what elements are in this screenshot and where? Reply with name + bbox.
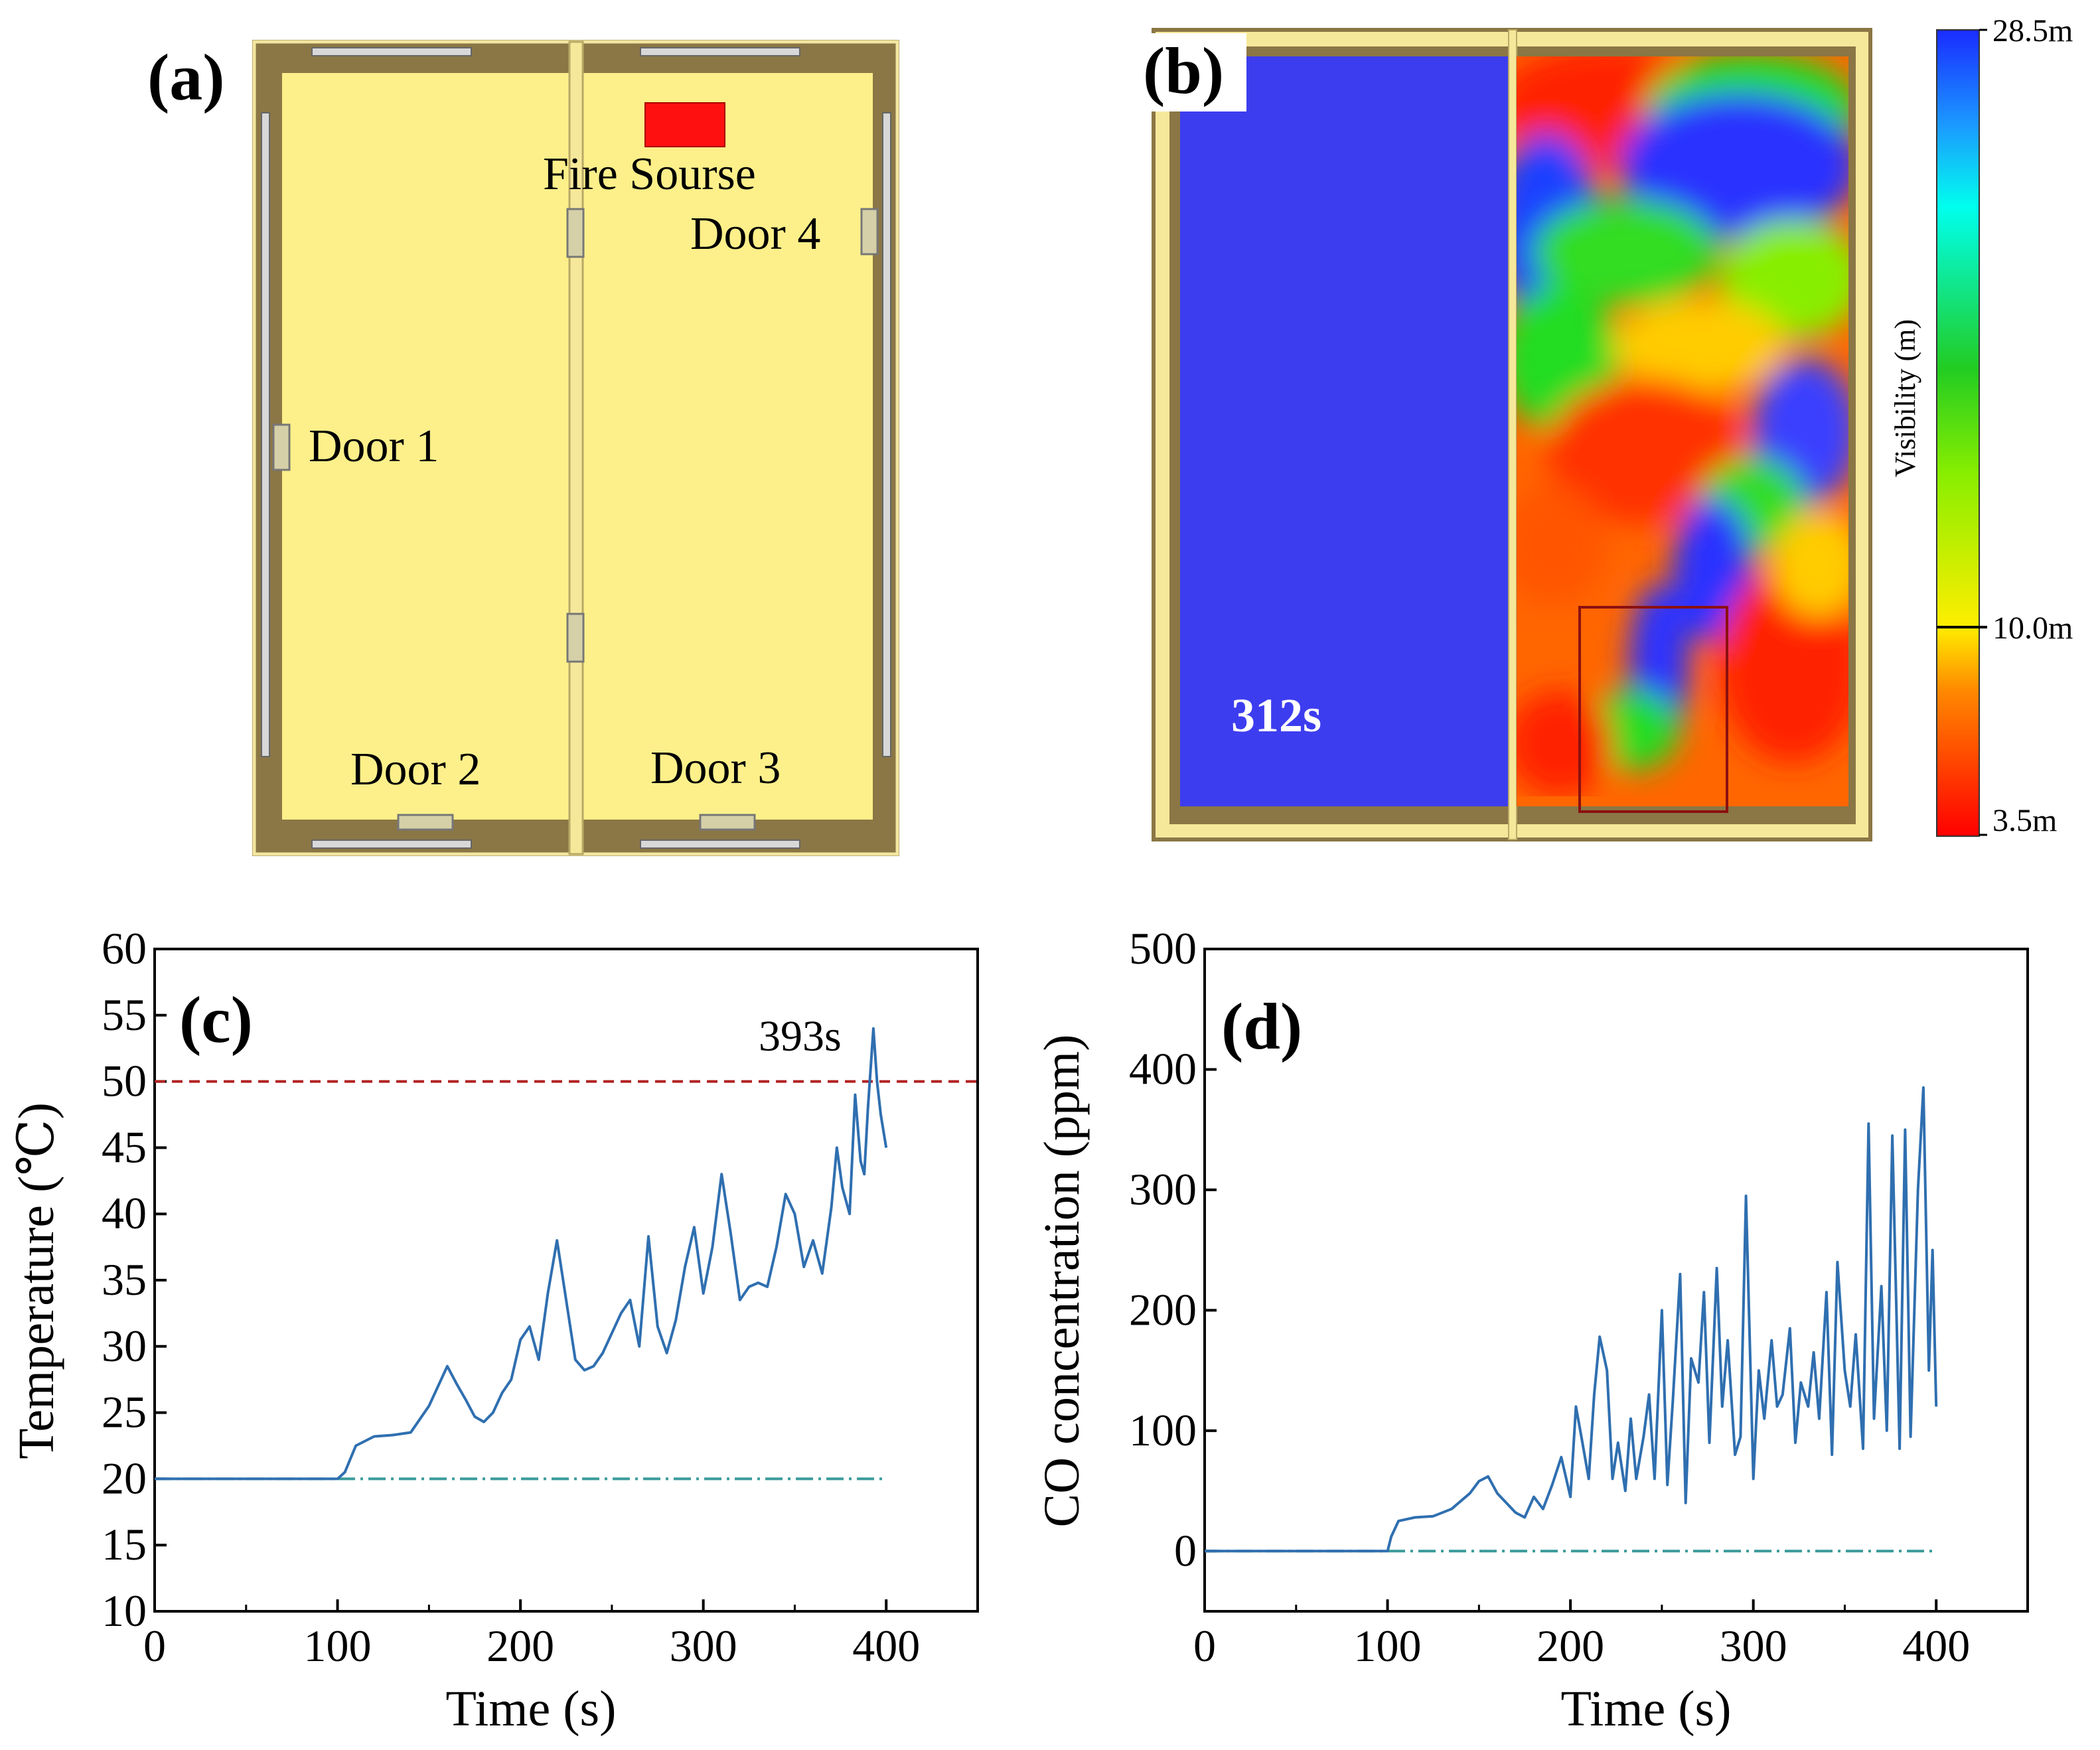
visibility-left-room xyxy=(1180,56,1509,806)
chart-d-xtick-label: 400 xyxy=(1902,1621,1970,1671)
visibility-heatmap xyxy=(1517,56,1848,806)
door-4 xyxy=(860,208,879,255)
chart-d-frame xyxy=(1203,948,2029,1613)
panel-b: (b) 312s 28.5m 10.0m 3.5m Visibility (m) xyxy=(1140,13,2073,841)
chart-c-xtick-label: 200 xyxy=(487,1621,554,1671)
panel-a-letter: (a) xyxy=(147,40,225,114)
chart-d-xlabel: Time (s) xyxy=(1561,1681,1732,1737)
chart-c-ytick-label: 50 xyxy=(102,1056,147,1106)
chart-d-ytick-label: 200 xyxy=(1129,1284,1197,1335)
chart-d-ytick-label: 300 xyxy=(1129,1164,1197,1214)
panel-a: (a) Fire Sourse Door 1 Door 2 Door 3 Doo… xyxy=(145,36,899,856)
chart-c-series-line xyxy=(155,1027,888,1481)
door-4-label: Door 4 xyxy=(690,208,820,259)
chart-d: 0 100 200 300 400 0 100 200 300 400 500 (d) Time (… xyxy=(1034,923,2029,1737)
chart-c-ylabel: Temperature (℃) xyxy=(9,1102,64,1459)
panel-b-letter: (b) xyxy=(1143,34,1224,108)
chart-c-ytick-label: 45 xyxy=(102,1122,147,1172)
chart-d-xtick-label: 200 xyxy=(1537,1621,1604,1671)
colorbar-tick-max: 28.5m xyxy=(1992,13,2073,48)
chart-c-xtick-label: 0 xyxy=(143,1621,166,1671)
chart-c-ytick-label: 15 xyxy=(102,1519,147,1569)
chart-d-ytick-label: 0 xyxy=(1174,1525,1197,1575)
chart-c-ytick-label: 35 xyxy=(102,1254,147,1305)
chart-c-annotation: 393s xyxy=(759,1012,842,1060)
chart-c-ytick-label: 30 xyxy=(102,1321,147,1371)
door-2-label: Door 2 xyxy=(350,744,481,795)
chart-d-ytick-label: 500 xyxy=(1129,923,1197,974)
fire-source xyxy=(644,102,725,147)
chart-c-ytick-label: 25 xyxy=(102,1387,147,1437)
chart-d-letter: (d) xyxy=(1221,989,1302,1063)
chart-d-xtick-label: 300 xyxy=(1720,1621,1787,1671)
chart-c-frame xyxy=(153,948,979,1613)
chart-d-ylabel: CO concentration (ppm) xyxy=(1034,1035,1090,1528)
colorbar-title: Visibility (m) xyxy=(1889,319,1921,477)
door-2 xyxy=(397,814,454,831)
partition-door-lower xyxy=(566,613,585,663)
colorbar xyxy=(1936,29,1980,837)
fire-source-label: Fire Sourse xyxy=(543,149,756,200)
door-1-label: Door 1 xyxy=(309,421,439,472)
chart-c-xtick-label: 300 xyxy=(670,1621,737,1671)
chart-c-ytick-label: 55 xyxy=(102,989,147,1040)
time-label: 312s xyxy=(1231,689,1321,742)
chart-d-xtick-label: 0 xyxy=(1193,1621,1216,1671)
chart-c-ytick-label: 10 xyxy=(102,1585,147,1636)
chart-c-ytick-label: 60 xyxy=(102,923,147,974)
chart-c-xtick-label: 400 xyxy=(852,1621,920,1671)
chart-c-ytick-label: 20 xyxy=(102,1453,147,1503)
door-3-label: Door 3 xyxy=(650,743,781,794)
colorbar-tick-threshold: 10.0m xyxy=(1992,611,2073,646)
chart-c-ytick-label: 40 xyxy=(102,1188,147,1238)
chart-c-xtick-label: 100 xyxy=(304,1621,372,1671)
chart-d-series-line xyxy=(1205,1086,1938,1553)
partition-wall-b xyxy=(1508,29,1517,840)
door-1 xyxy=(272,423,291,471)
partition-door-upper xyxy=(566,208,585,258)
chart-c-letter: (c) xyxy=(179,983,253,1057)
chart-d-ytick-label: 100 xyxy=(1129,1405,1197,1455)
chart-c-xlabel: Time (s) xyxy=(446,1681,617,1737)
highlight-box xyxy=(1578,606,1728,813)
chart-d-ytick-label: 400 xyxy=(1129,1043,1197,1094)
colorbar-tick-min: 3.5m xyxy=(1992,803,2057,838)
door-3 xyxy=(699,814,756,831)
chart-d-xtick-label: 100 xyxy=(1354,1621,1422,1671)
